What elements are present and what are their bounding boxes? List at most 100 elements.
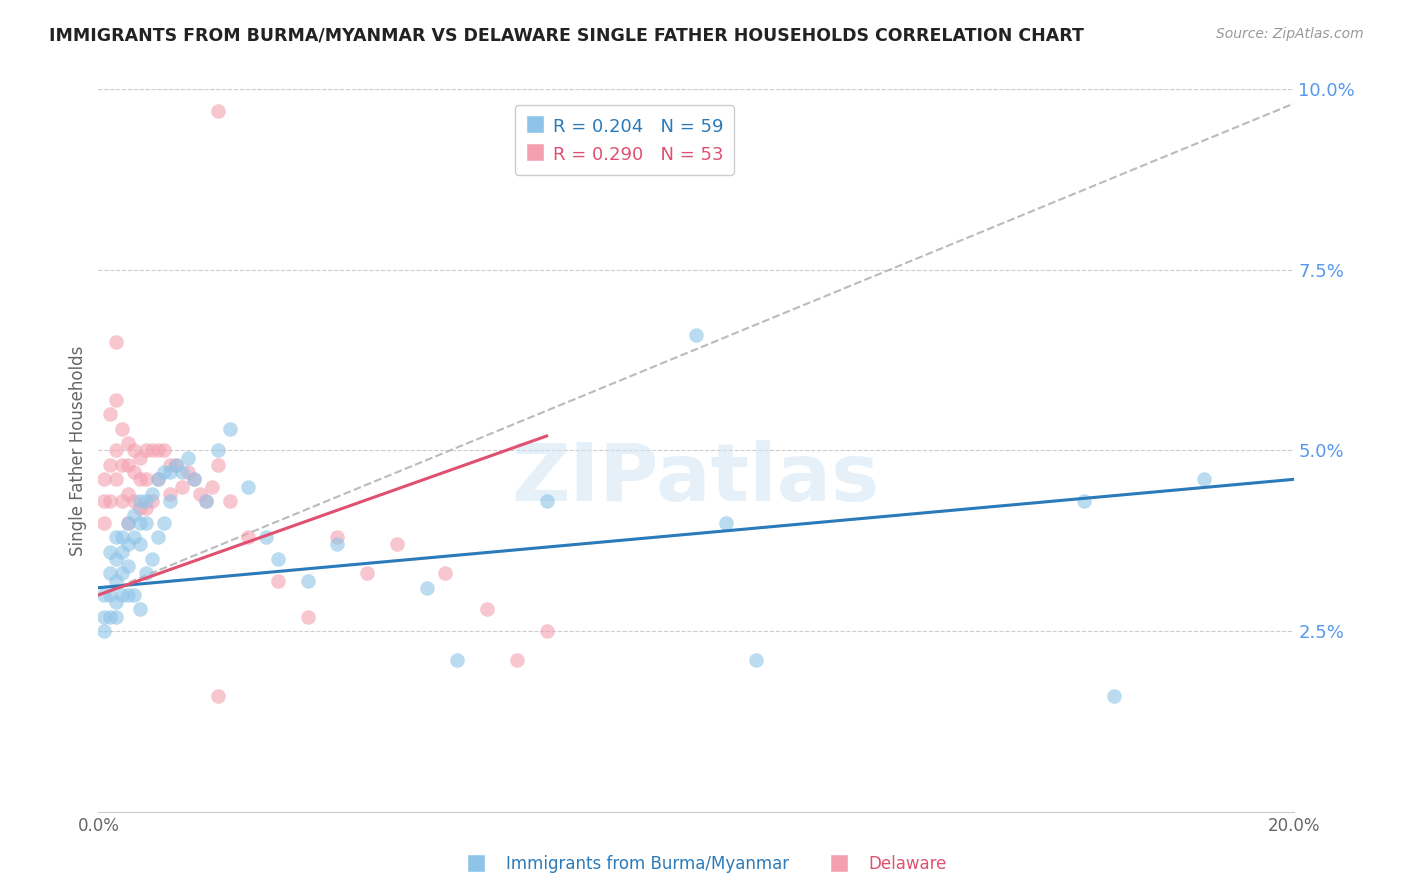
Point — [506, 653, 529, 667]
Legend: R = 0.204   N = 59, R = 0.290   N = 53: R = 0.204 N = 59, R = 0.290 N = 53 — [515, 105, 734, 175]
Point — [98, 494, 122, 508]
Point — [124, 508, 146, 523]
Point — [326, 530, 349, 544]
Point — [236, 480, 259, 494]
Point — [207, 103, 229, 118]
Point — [124, 443, 146, 458]
Point — [153, 516, 176, 530]
Point — [207, 458, 229, 472]
Point — [105, 443, 128, 458]
Point — [135, 472, 157, 486]
Point — [105, 609, 128, 624]
Point — [153, 443, 176, 458]
Point — [93, 472, 115, 486]
Point — [159, 487, 181, 501]
Point — [385, 537, 409, 551]
Point — [117, 516, 139, 530]
Point — [105, 595, 128, 609]
Point — [267, 551, 290, 566]
Point — [98, 544, 122, 558]
Point — [165, 458, 187, 472]
Point — [745, 653, 768, 667]
Point — [416, 581, 439, 595]
Point — [148, 443, 170, 458]
Point — [297, 609, 319, 624]
Point — [93, 516, 115, 530]
Point — [267, 574, 290, 588]
Text: Source: ZipAtlas.com: Source: ZipAtlas.com — [1216, 27, 1364, 41]
Point — [297, 574, 319, 588]
Point — [124, 465, 146, 479]
Point — [195, 494, 218, 508]
Point — [177, 450, 200, 465]
Point — [141, 487, 163, 501]
Point — [159, 494, 181, 508]
Point — [1192, 472, 1215, 486]
Point — [475, 602, 498, 616]
Point — [177, 465, 200, 479]
Text: IMMIGRANTS FROM BURMA/MYANMAR VS DELAWARE SINGLE FATHER HOUSEHOLDS CORRELATION C: IMMIGRANTS FROM BURMA/MYANMAR VS DELAWAR… — [49, 27, 1084, 45]
Point — [135, 501, 157, 516]
Point — [105, 551, 128, 566]
Point — [536, 494, 558, 508]
Point — [201, 480, 224, 494]
Point — [129, 450, 152, 465]
Point — [129, 602, 152, 616]
Point — [195, 494, 218, 508]
Point — [135, 494, 157, 508]
Point — [129, 516, 152, 530]
Point — [236, 530, 259, 544]
Point — [117, 487, 139, 501]
Point — [219, 494, 242, 508]
Text: ZIPatlas: ZIPatlas — [512, 441, 880, 518]
Point — [207, 443, 229, 458]
Point — [93, 609, 115, 624]
Point — [183, 472, 205, 486]
Point — [129, 494, 152, 508]
Point — [148, 530, 170, 544]
Point — [98, 588, 122, 602]
Point — [117, 436, 139, 450]
Point — [129, 501, 152, 516]
Point — [159, 458, 181, 472]
Point — [141, 551, 163, 566]
Point — [148, 472, 170, 486]
Point — [98, 566, 122, 581]
Point — [111, 422, 134, 436]
Point — [117, 559, 139, 574]
Point — [117, 458, 139, 472]
Point — [326, 537, 349, 551]
Point — [153, 465, 176, 479]
Point — [172, 480, 194, 494]
Point — [254, 530, 277, 544]
Point — [105, 392, 128, 407]
Point — [159, 465, 181, 479]
Point — [105, 530, 128, 544]
Point — [165, 458, 187, 472]
Point — [98, 609, 122, 624]
Point — [124, 588, 146, 602]
Point — [536, 624, 558, 639]
Point — [129, 537, 152, 551]
Point — [111, 544, 134, 558]
Point — [1073, 494, 1095, 508]
Point — [141, 494, 163, 508]
Point — [141, 443, 163, 458]
Point — [714, 516, 737, 530]
Point — [183, 472, 205, 486]
Point — [188, 487, 211, 501]
Point — [93, 588, 115, 602]
Point — [129, 472, 152, 486]
Point — [356, 566, 378, 581]
Point — [446, 653, 468, 667]
Point — [105, 334, 128, 349]
Point — [117, 588, 139, 602]
Point — [685, 327, 707, 342]
Point — [207, 689, 229, 703]
Point — [124, 530, 146, 544]
Point — [135, 443, 157, 458]
Point — [105, 574, 128, 588]
Point — [111, 566, 134, 581]
Point — [98, 407, 122, 422]
Point — [105, 472, 128, 486]
